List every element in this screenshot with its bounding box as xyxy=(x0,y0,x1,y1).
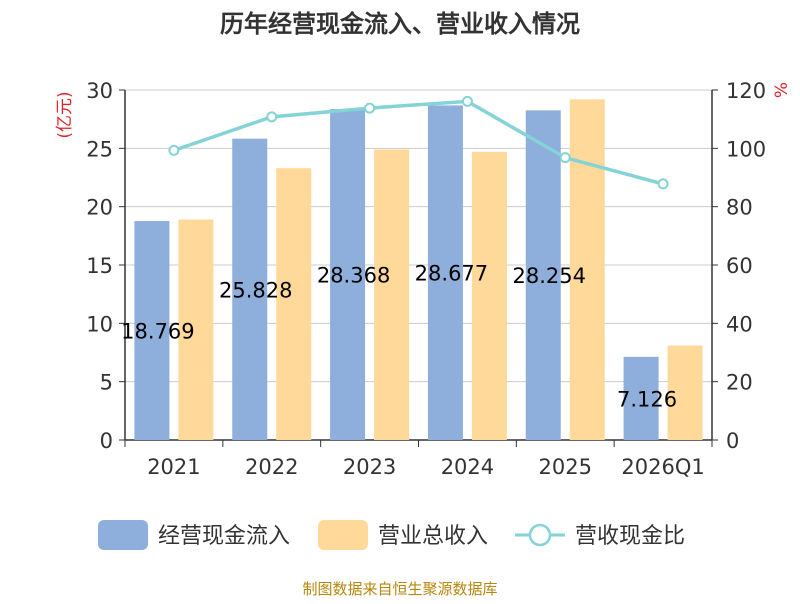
bar-cash-inflow xyxy=(232,138,268,440)
y2-tick-label: 80 xyxy=(726,196,753,220)
ratio-point xyxy=(364,102,376,114)
chart-title: 历年经营现金流入、营业收入情况 xyxy=(220,10,580,38)
ratio-point xyxy=(461,95,473,107)
y-tick-label: 25 xyxy=(86,137,113,161)
y2-axis-label: % xyxy=(772,82,792,98)
bar-cash-inflow xyxy=(330,109,366,440)
data-label: 18.769 xyxy=(121,320,194,344)
ratio-point xyxy=(657,178,669,190)
y-tick-label: 30 xyxy=(86,79,113,103)
data-label: 28.368 xyxy=(317,264,390,288)
y2-tick-label: 120 xyxy=(726,79,766,103)
legend-label: 营收现金比 xyxy=(575,524,685,549)
y2-tick-label: 60 xyxy=(726,254,753,278)
y2-tick-label: 40 xyxy=(726,312,753,336)
y-tick-label: 0 xyxy=(100,429,113,453)
legend-label: 经营现金流入 xyxy=(158,524,290,549)
y-tick-label: 10 xyxy=(86,312,113,336)
y-axis-label: (亿元) xyxy=(55,91,75,138)
ratio-point xyxy=(559,152,571,164)
y-tick-label: 5 xyxy=(100,371,113,395)
legend-marker xyxy=(528,523,552,547)
data-label: 7.126 xyxy=(617,387,677,411)
legend-swatch xyxy=(318,520,368,550)
y-tick-label: 15 xyxy=(86,254,113,278)
bar-revenue xyxy=(667,345,703,440)
bar-revenue xyxy=(569,99,605,440)
y2-tick-label: 0 xyxy=(726,429,739,453)
x-tick-label: 2025 xyxy=(539,455,592,479)
x-tick-label: 2021 xyxy=(147,455,200,479)
x-tick-label: 2023 xyxy=(343,455,396,479)
x-tick-label: 2026Q1 xyxy=(621,455,704,479)
data-label: 25.828 xyxy=(219,278,292,302)
y2-tick-label: 20 xyxy=(726,371,753,395)
bar-cash-inflow xyxy=(427,105,463,440)
data-label: 28.677 xyxy=(415,262,488,286)
ratio-line xyxy=(173,99,664,186)
x-tick-label: 2024 xyxy=(441,455,494,479)
x-tick-label: 2022 xyxy=(245,455,298,479)
legend-swatch xyxy=(98,520,148,550)
bar-revenue xyxy=(178,219,214,440)
bar-revenue xyxy=(374,149,410,440)
y-tick-label: 20 xyxy=(86,196,113,220)
bar-revenue xyxy=(276,168,312,440)
source-footer: 制图数据来自恒生聚源数据库 xyxy=(302,580,498,598)
ratio-point xyxy=(168,144,180,156)
y2-tick-label: 100 xyxy=(726,137,766,161)
data-label: 28.254 xyxy=(513,264,586,288)
ratio-point xyxy=(266,111,278,123)
bar-cash-inflow xyxy=(525,110,561,441)
bar-cash-inflow xyxy=(134,221,170,440)
bar-cash-inflow xyxy=(623,356,659,440)
legend-label: 营业总收入 xyxy=(378,524,488,549)
bar-revenue xyxy=(471,151,507,441)
